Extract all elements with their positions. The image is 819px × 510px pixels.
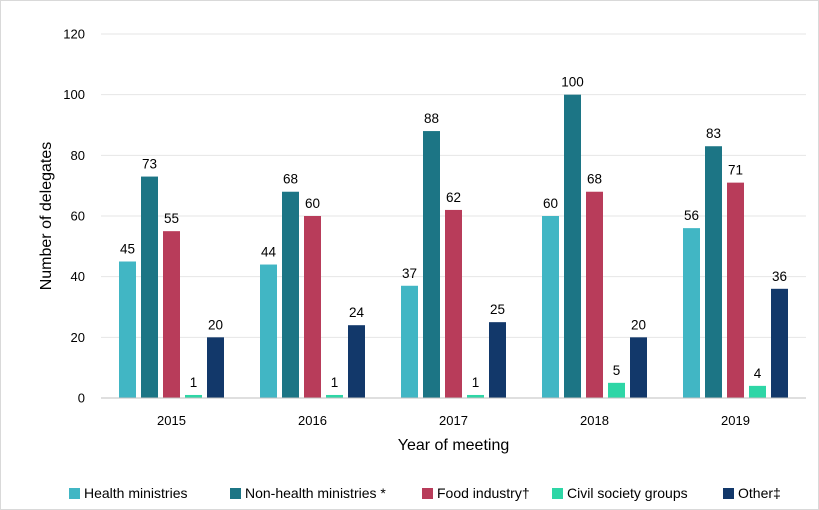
data-label: 56 — [684, 208, 699, 223]
legend: Health ministries Non-health ministries *… — [1, 485, 819, 503]
legend-item: Non-health ministries * — [230, 485, 386, 501]
bar-2019-3 — [749, 385, 766, 398]
y-tick-label: 80 — [71, 148, 85, 163]
y-tick-label: 20 — [71, 330, 85, 345]
data-label: 60 — [305, 196, 320, 211]
legend-swatch — [422, 487, 433, 499]
bar-2015-0 — [119, 261, 136, 398]
legend-swatch — [230, 487, 241, 499]
data-label: 83 — [706, 126, 721, 141]
x-tick-label: 2018 — [580, 413, 609, 428]
data-label: 100 — [561, 75, 584, 90]
bar-2017-2 — [445, 209, 462, 398]
bar-2017-4 — [489, 322, 506, 398]
x-tick-label: 2017 — [439, 413, 468, 428]
data-label: 24 — [349, 305, 365, 320]
bar-2016-3 — [326, 394, 343, 398]
x-tick-label: 2016 — [298, 413, 327, 428]
bar-2017-3 — [467, 394, 484, 398]
bar-2015-3 — [185, 394, 202, 398]
data-label: 20 — [208, 317, 223, 332]
data-label: 55 — [164, 211, 179, 226]
data-label: 73 — [142, 157, 157, 172]
legend-swatch — [69, 487, 80, 499]
data-label: 36 — [772, 269, 787, 284]
bar-2015-2 — [163, 231, 180, 398]
legend-swatch — [723, 487, 734, 499]
data-label: 1 — [331, 375, 339, 390]
data-label: 88 — [424, 111, 439, 126]
bar-2019-2 — [727, 182, 744, 398]
legend-label: Non-health ministries * — [245, 485, 386, 501]
bar-2016-2 — [304, 216, 321, 398]
y-tick-label: 40 — [71, 269, 85, 284]
data-label: 1 — [472, 375, 480, 390]
bar-2015-1 — [141, 176, 158, 398]
bar-2016-4 — [348, 325, 365, 398]
legend-item: Food industry† — [422, 485, 530, 501]
bar-2019-1 — [705, 146, 722, 398]
x-tick-label: 2015 — [157, 413, 186, 428]
bars — [119, 94, 788, 399]
data-label: 1 — [190, 375, 198, 390]
y-tick-label: 0 — [78, 391, 85, 406]
y-tick-label: 60 — [71, 209, 85, 224]
legend-label: Food industry† — [437, 485, 530, 501]
bar-2016-0 — [260, 264, 277, 398]
data-labels: 45 73 55 1 20 44 68 60 1 24 37 88 62 1 25 60 100 68 5 20 56 8… — [120, 75, 787, 390]
y-axis-title: Number of delegates — [38, 142, 55, 291]
bar-2015-4 — [207, 337, 224, 398]
data-label: 68 — [587, 172, 602, 187]
bar-2016-1 — [282, 191, 299, 398]
legend-item: Civil society groups — [552, 485, 688, 501]
data-label: 45 — [120, 242, 135, 257]
bar-2018-3 — [608, 382, 625, 398]
data-label: 5 — [613, 363, 621, 378]
data-label: 20 — [631, 317, 646, 332]
legend-label: Civil society groups — [567, 485, 688, 501]
y-tick-label: 100 — [63, 87, 85, 102]
data-label: 25 — [490, 302, 505, 317]
data-label: 60 — [543, 196, 558, 211]
data-label: 62 — [446, 190, 461, 205]
y-tick-label: 120 — [63, 27, 85, 42]
legend-item: Health ministries — [69, 485, 187, 501]
legend-label: Other‡ — [738, 485, 781, 501]
data-label: 37 — [402, 266, 417, 281]
bar-2017-1 — [423, 131, 440, 399]
bar-2018-4 — [630, 337, 647, 398]
data-label: 71 — [728, 163, 743, 178]
legend-item: Other‡ — [723, 485, 781, 501]
bar-2018-1 — [564, 94, 581, 399]
bar-2018-2 — [586, 191, 603, 398]
data-label: 4 — [754, 366, 762, 381]
bar-2018-0 — [542, 216, 559, 398]
data-label: 44 — [261, 245, 277, 260]
bar-2019-0 — [683, 228, 700, 398]
x-axis-title: Year of meeting — [398, 437, 509, 454]
legend-swatch — [552, 487, 563, 499]
bar-chart: 4573551204468601243788621256010068520568… — [38, 27, 806, 454]
legend-label: Health ministries — [84, 485, 188, 501]
data-label: 68 — [283, 172, 298, 187]
bar-2017-0 — [401, 285, 418, 398]
x-tick-label: 2019 — [721, 413, 750, 428]
bar-2019-4 — [771, 288, 788, 398]
